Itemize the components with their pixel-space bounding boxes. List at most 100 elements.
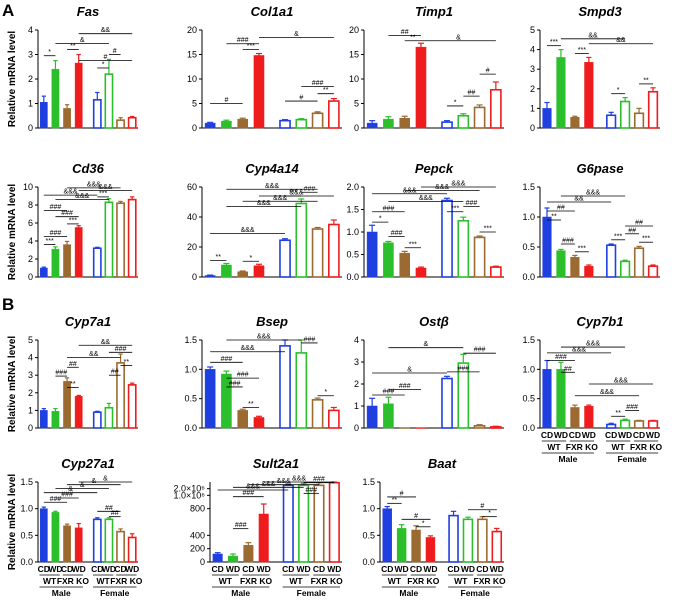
bar: [221, 120, 232, 129]
significance-label: ###: [229, 380, 241, 387]
y-tick-label: 2.0: [346, 182, 359, 192]
significance-label: &&&: [614, 378, 628, 385]
significance-label: &&&: [600, 389, 614, 396]
y-tick-label: 1.5: [362, 477, 375, 487]
y-tick-label: 3: [28, 370, 33, 380]
bar: [63, 525, 71, 563]
chart-title: Cyp27a1: [61, 456, 114, 471]
x-label-genotype: WT: [97, 576, 111, 586]
y-tick-label: 10: [187, 74, 197, 84]
x-label-diet: CD: [242, 564, 254, 574]
x-label-diet: CD: [447, 564, 459, 574]
y-tick-label: 0.0: [522, 272, 535, 282]
x-label-diet: WD: [102, 564, 116, 574]
y-tick-label: 1.0: [184, 364, 197, 374]
significance-label: ###: [313, 476, 325, 483]
bar: [619, 100, 631, 129]
significance-label: ###: [237, 372, 249, 379]
bar: [647, 90, 659, 129]
bar: [606, 423, 617, 429]
bar: [647, 265, 659, 278]
bar: [383, 403, 394, 429]
x-label-diet: CD: [282, 564, 294, 574]
bar: [74, 227, 83, 278]
significance-label: ##: [111, 369, 119, 376]
y-tick-label: 1.0: [362, 504, 375, 514]
y-tick-label: 40: [187, 212, 197, 222]
significance-label: ##: [105, 505, 113, 512]
significance-label: #: [486, 68, 490, 75]
bar: [74, 62, 83, 129]
chart-title: Cyp7b1: [577, 314, 624, 329]
chart-title: Ostβ: [419, 314, 449, 329]
y-tick-label: 3: [530, 64, 535, 74]
y-tick-label: 0.5: [522, 242, 535, 252]
y-tick-label: 0: [192, 123, 197, 133]
significance-label: &&&: [292, 476, 306, 483]
significance-label: ###: [55, 370, 67, 377]
bar: [104, 406, 114, 429]
significance-label: #: [103, 54, 107, 61]
bar: [204, 275, 216, 278]
x-label-genotype: FXR KO: [474, 576, 507, 586]
bar: [457, 219, 470, 278]
significance-label: ###: [383, 389, 395, 396]
bar: [473, 424, 486, 429]
x-label-diet: CD: [212, 564, 224, 574]
bar: [253, 417, 265, 429]
significance-label: ###: [304, 336, 316, 343]
bar: [366, 122, 378, 129]
y-tick-label: 0.0: [522, 423, 535, 433]
chart-g6pase: G6pase 0.0 0.5 1.0 1.5 ** ### *** ## &&&&& *** ## **…: [522, 161, 660, 282]
bar: [619, 260, 631, 278]
x-label-diet: WD: [554, 430, 568, 440]
y-tick-label: 200: [190, 544, 205, 554]
bar: [279, 239, 291, 278]
significance-label: #: [480, 503, 484, 510]
bar: [204, 369, 216, 429]
bar: [415, 267, 427, 278]
bar: [542, 369, 552, 429]
y-tick-label: 1.5: [522, 335, 535, 345]
bar: [328, 409, 340, 429]
significance-label: &&&: [586, 190, 600, 197]
bar: [570, 407, 580, 429]
bar: [490, 266, 502, 278]
significance-label: ###: [221, 356, 233, 363]
significance-label: **: [70, 381, 76, 388]
significance-label: &: [68, 486, 73, 493]
x-label-sex: Male: [399, 588, 418, 598]
bar: [366, 405, 378, 429]
significance-label: ***: [247, 43, 255, 50]
y-tick-label: 0.5: [522, 394, 535, 404]
x-label-diet: CD: [381, 564, 393, 574]
bar: [441, 377, 453, 429]
chart-cyp7b1: Cyp7b10.00.51.01.5#####&&&&&&&&&&&&**###…: [522, 314, 662, 464]
significance-label: ###: [305, 487, 317, 494]
x-label-genotype: FXR KO: [57, 576, 90, 586]
x-label-diet: WD: [327, 564, 341, 574]
significance-label: #: [224, 97, 228, 104]
bar: [633, 112, 645, 129]
bar: [556, 250, 566, 278]
bar: [542, 216, 552, 278]
significance-label: ###: [562, 238, 574, 245]
y-tick-label: 0: [28, 123, 33, 133]
x-label-diet: WD: [461, 564, 475, 574]
significance-label: **: [323, 87, 329, 94]
significance-label: ***: [409, 241, 417, 248]
chart-title: Pepck: [415, 161, 454, 176]
significance-label: ***: [614, 233, 622, 240]
x-label-sex: Male: [52, 588, 71, 598]
bar: [425, 537, 436, 563]
x-label-diet: WD: [618, 430, 632, 440]
significance-label: &&&: [265, 183, 279, 190]
y-tick-label: 5: [192, 99, 197, 109]
significance-label: ***: [550, 39, 558, 46]
bar: [228, 555, 239, 563]
y-tick-label: 0: [354, 123, 359, 133]
x-label-genotype: WT: [547, 442, 561, 452]
significance-label: #: [414, 513, 418, 520]
